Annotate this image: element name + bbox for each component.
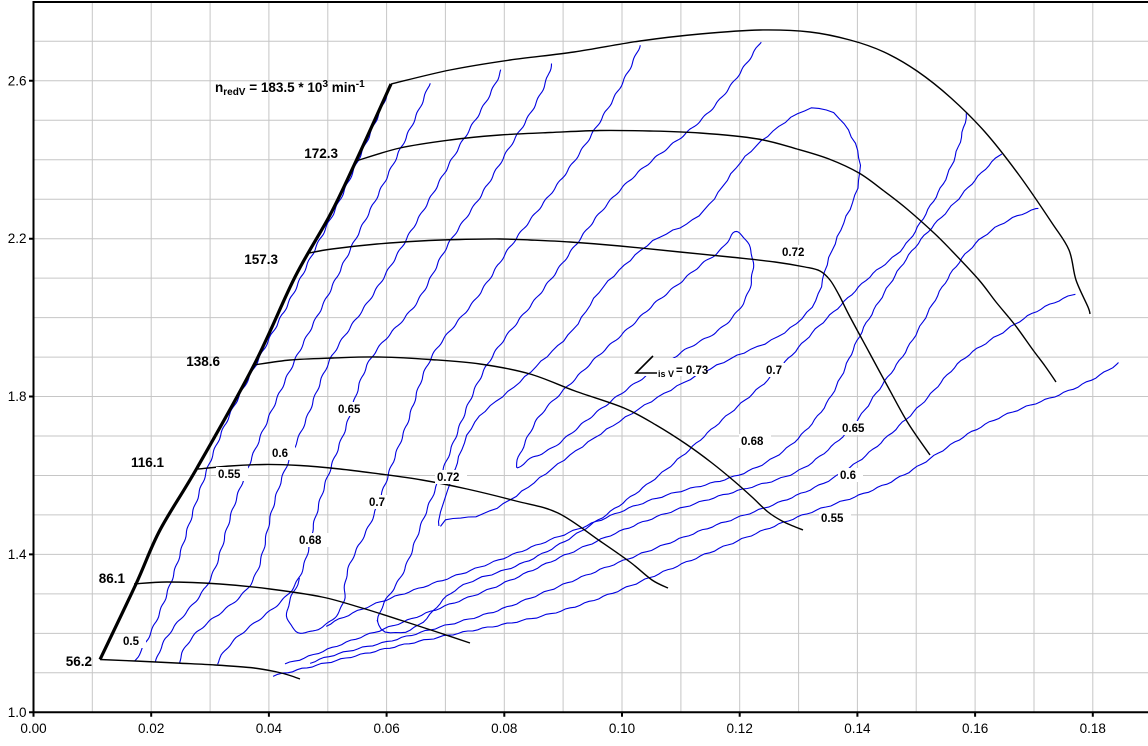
svg-text:0.72: 0.72 <box>437 472 459 484</box>
svg-text:0.08: 0.08 <box>491 721 517 736</box>
svg-text:0.14: 0.14 <box>844 721 871 736</box>
svg-text:0.7: 0.7 <box>766 365 782 377</box>
svg-text:0.12: 0.12 <box>727 721 753 736</box>
svg-text:138.6: 138.6 <box>186 354 220 369</box>
svg-text:0.10: 0.10 <box>609 721 635 736</box>
svg-text:0.55: 0.55 <box>821 513 844 525</box>
svg-text:157.3: 157.3 <box>244 252 278 267</box>
svg-text:0.02: 0.02 <box>138 721 164 736</box>
svg-text:= 0.73: = 0.73 <box>676 365 708 377</box>
svg-text:0.55: 0.55 <box>218 469 241 481</box>
svg-text:0.65: 0.65 <box>338 404 361 416</box>
svg-text:172.3: 172.3 <box>304 146 338 161</box>
svg-text:1.8: 1.8 <box>8 389 27 404</box>
svg-text:56.2: 56.2 <box>66 654 92 669</box>
svg-text:0.6: 0.6 <box>840 470 856 482</box>
svg-text:2.6: 2.6 <box>8 73 27 88</box>
svg-text:0.7: 0.7 <box>369 497 385 509</box>
svg-text:2.2: 2.2 <box>8 231 27 246</box>
svg-text:116.1: 116.1 <box>131 455 165 470</box>
svg-text:1.0: 1.0 <box>8 705 27 720</box>
svg-text:0.06: 0.06 <box>373 721 399 736</box>
svg-text:0.04: 0.04 <box>256 721 283 736</box>
svg-text:0.72: 0.72 <box>782 247 804 259</box>
svg-text:is V: is V <box>658 369 674 379</box>
svg-text:0.68: 0.68 <box>299 535 322 547</box>
svg-text:0.18: 0.18 <box>1080 721 1106 736</box>
svg-text:0.00: 0.00 <box>20 721 46 736</box>
svg-text:0.5: 0.5 <box>123 636 140 648</box>
svg-text:86.1: 86.1 <box>99 571 126 586</box>
svg-text:0.16: 0.16 <box>962 721 988 736</box>
svg-text:1.4: 1.4 <box>8 547 27 562</box>
svg-text:0.65: 0.65 <box>842 423 865 435</box>
svg-text:0.6: 0.6 <box>272 448 288 460</box>
svg-text:nredV = 183.5 * 103 min-1: nredV = 183.5 * 103 min-1 <box>215 79 365 98</box>
svg-text:0.68: 0.68 <box>741 436 764 448</box>
